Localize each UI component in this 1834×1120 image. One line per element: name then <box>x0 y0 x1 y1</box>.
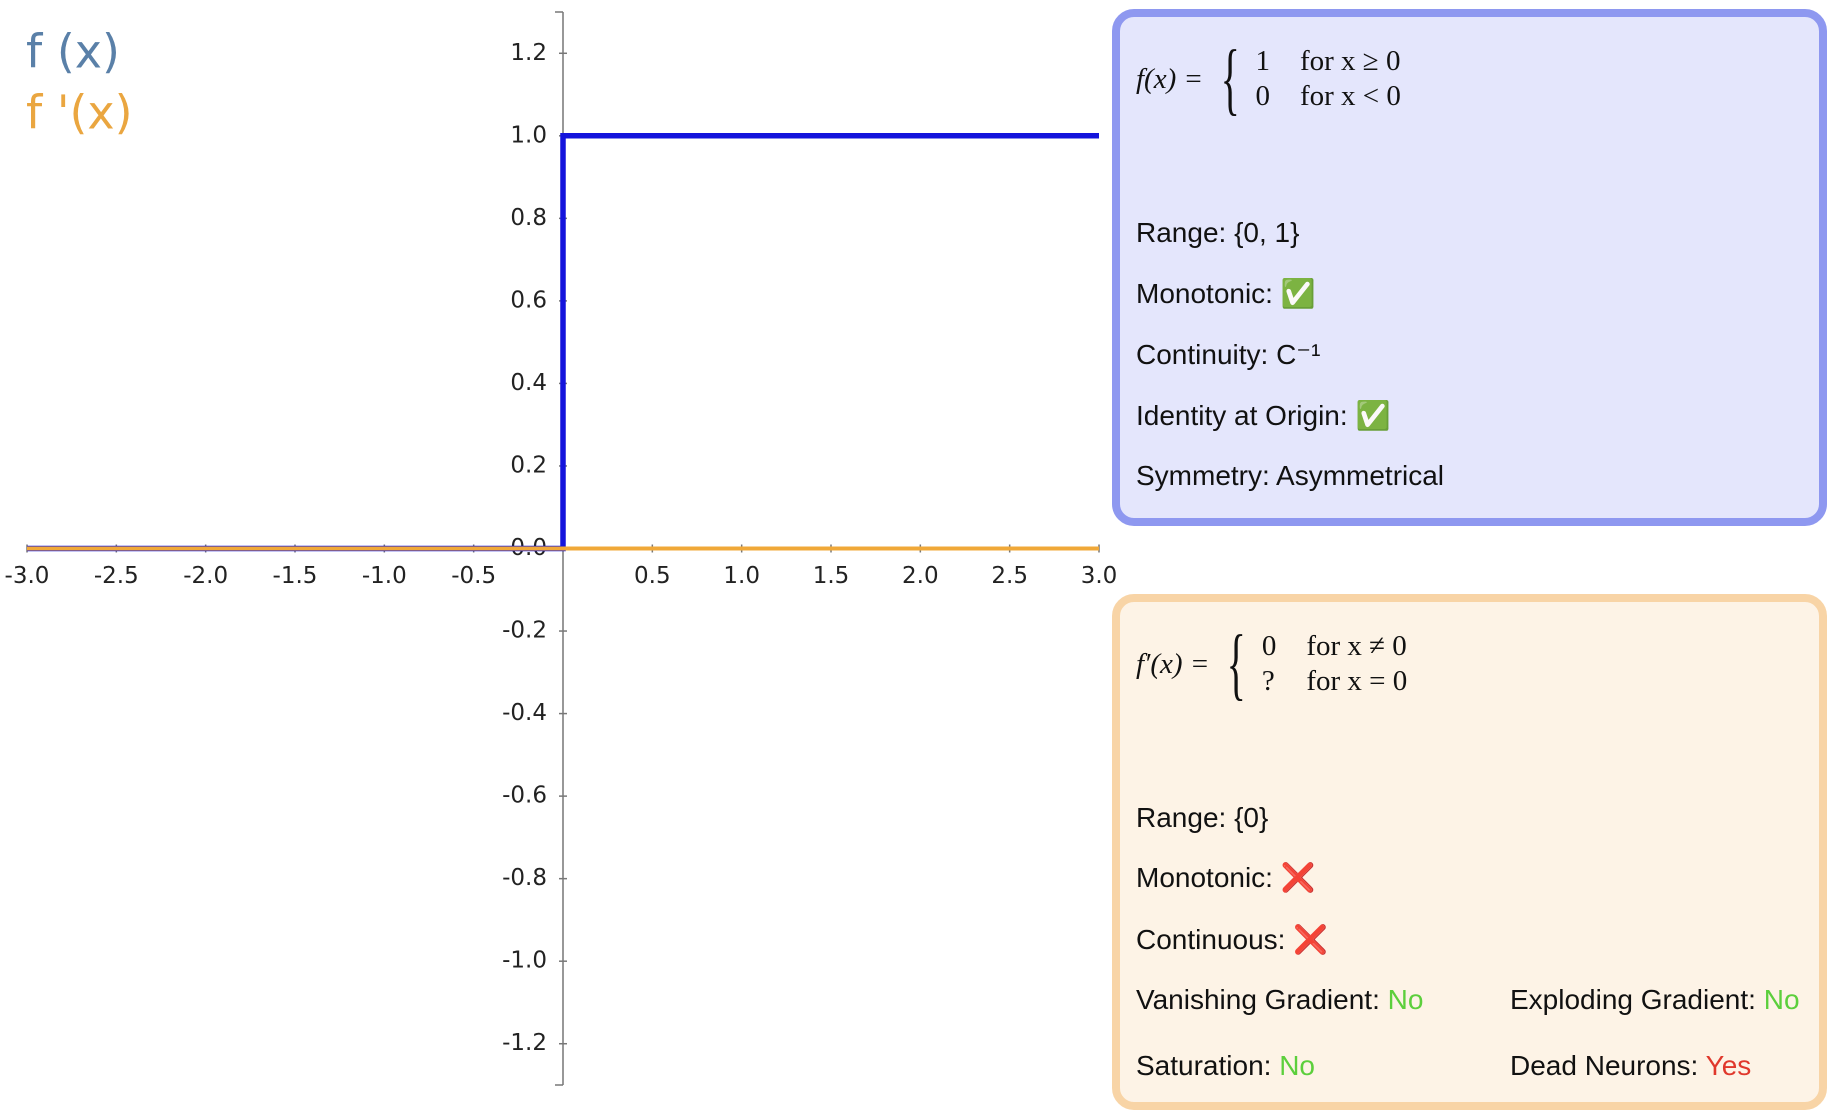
x-tick-label: 1.0 <box>723 563 760 589</box>
property-label: Dead Neurons: <box>1510 1050 1699 1081</box>
y-tick-label: 0.2 <box>510 452 547 478</box>
property-label: Saturation: <box>1136 1050 1272 1081</box>
brace: { <box>1227 620 1247 708</box>
x-tick-label: -0.5 <box>451 563 496 589</box>
legend-entry: f (x) <box>26 25 120 79</box>
x-tick-label: -1.0 <box>362 563 407 589</box>
x-tick-label: -2.5 <box>94 563 139 589</box>
case-condition: for x < 0 <box>1299 80 1401 112</box>
property-label: Range: <box>1136 802 1227 833</box>
property-label: Continuity: <box>1136 339 1269 370</box>
property-value: {0, 1} <box>1234 217 1300 248</box>
property-label: Range: <box>1136 217 1227 248</box>
property: Continuous: ❌ <box>1136 923 1328 956</box>
case-condition: for x ≠ 0 <box>1306 630 1407 662</box>
formula-lhs: f(x) = <box>1136 62 1204 95</box>
gradient-property: Vanishing Gradient: No <box>1136 984 1423 1016</box>
y-tick-label: 0.8 <box>510 205 547 231</box>
y-tick-label: -0.6 <box>502 783 547 809</box>
property-label: Vanishing Gradient: <box>1136 984 1380 1015</box>
x-tick-label: -2.0 <box>183 563 228 589</box>
property-value: {0} <box>1234 802 1269 833</box>
property: Identity at Origin: ✅ <box>1136 399 1390 432</box>
gradient-property: Saturation: No <box>1136 1050 1315 1082</box>
formula-lhs: f′(x) = <box>1136 647 1210 680</box>
property-label: Symmetry: <box>1136 460 1270 491</box>
property: Monotonic: ✅ <box>1136 277 1316 310</box>
property-value: C⁻¹ <box>1276 339 1321 370</box>
case-condition: for x = 0 <box>1306 665 1408 697</box>
y-tick-label: -1.0 <box>502 948 547 974</box>
function-panel: f(x) = {1 for x ≥ 0 0 for x < 0 Range: {0, 1}… <box>1112 9 1827 526</box>
property: Continuity: C⁻¹ <box>1136 338 1320 371</box>
x-tick-label: -1.5 <box>273 563 318 589</box>
y-tick-label: 1.2 <box>510 40 547 66</box>
property-value: No <box>1387 984 1424 1015</box>
formula: f(x) ={1 for x ≥ 0 0 for x < 0 <box>1136 39 1401 119</box>
x-tick-label: 2.5 <box>991 563 1028 589</box>
property-value: ✅ <box>1280 278 1316 309</box>
property-label: Identity at Origin: <box>1136 400 1348 431</box>
cases: 0 for x ≠ 0? for x = 0 <box>1262 630 1407 698</box>
y-tick-label: 1.0 <box>510 122 547 148</box>
x-tick-label: -3.0 <box>5 563 50 589</box>
legend-entry: f '(x) <box>26 86 133 140</box>
gradient-property: Dead Neurons: Yes <box>1510 1050 1751 1082</box>
case-value: ? <box>1261 665 1275 697</box>
property-value: ❌ <box>1280 862 1316 893</box>
y-tick-label: -0.8 <box>502 865 547 891</box>
y-tick-label: 0.6 <box>510 287 547 313</box>
x-tick-label: 0.5 <box>634 563 671 589</box>
brace: { <box>1220 35 1240 123</box>
property-value: ✅ <box>1355 400 1391 431</box>
x-tick-label: 1.5 <box>813 563 850 589</box>
property-value: Asymmetrical <box>1276 460 1445 491</box>
property-value: ❌ <box>1293 924 1329 955</box>
property: Symmetry: Asymmetrical <box>1136 460 1444 492</box>
property: Range: {0} <box>1136 802 1268 834</box>
property-label: Monotonic: <box>1136 278 1273 309</box>
gradient-property: Exploding Gradient: No <box>1510 984 1800 1016</box>
series-line <box>27 133 1099 552</box>
property-value: Yes <box>1705 1050 1752 1081</box>
property-value: No <box>1279 1050 1315 1081</box>
case-value: 0 <box>1261 630 1277 662</box>
y-tick-label: -1.2 <box>502 1030 547 1056</box>
property-label: Continuous: <box>1136 924 1286 955</box>
case-condition: for x ≥ 0 <box>1299 45 1401 77</box>
cases: 1 for x ≥ 0 0 for x < 0 <box>1255 45 1400 113</box>
y-tick-label: -0.4 <box>502 700 547 726</box>
case-value: 0 <box>1255 80 1270 112</box>
formula: f′(x) ={0 for x ≠ 0? for x = 0 <box>1136 624 1407 704</box>
property: Range: {0, 1} <box>1136 217 1299 249</box>
property: Monotonic: ❌ <box>1136 861 1316 894</box>
x-tick-label: 2.0 <box>902 563 939 589</box>
property-label: Monotonic: <box>1136 862 1273 893</box>
y-tick-label: 0.4 <box>510 370 547 396</box>
property-value: No <box>1763 984 1800 1015</box>
derivative-panel: f′(x) = {0 for x ≠ 0? for x = 0 Range: {0} Mo… <box>1112 594 1827 1110</box>
y-tick-label: -0.2 <box>502 618 547 644</box>
case-value: 1 <box>1255 45 1270 77</box>
property-label: Exploding Gradient: <box>1510 984 1756 1015</box>
x-tick-label: 3.0 <box>1081 563 1118 589</box>
